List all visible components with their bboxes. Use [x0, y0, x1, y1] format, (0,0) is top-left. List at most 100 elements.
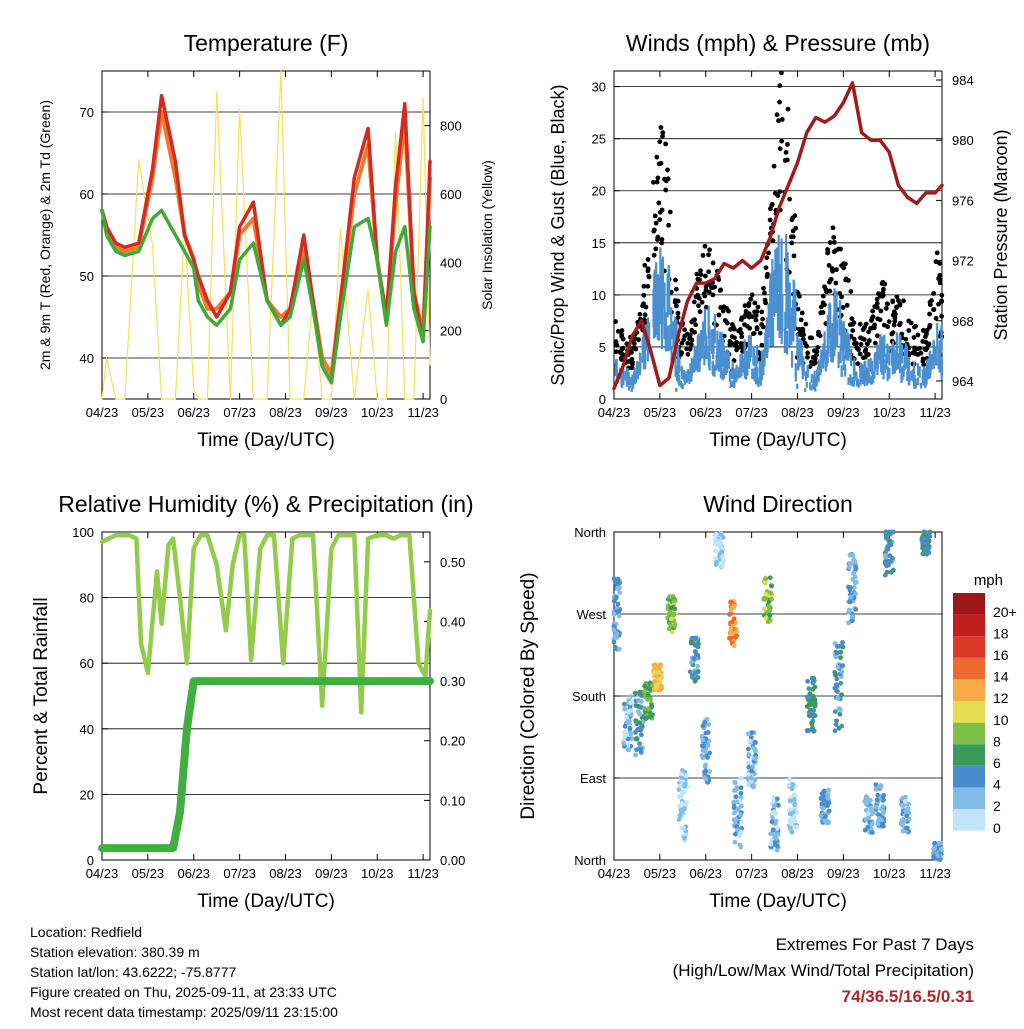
gust-point — [816, 330, 821, 335]
wind-point — [815, 369, 819, 380]
wind-point — [737, 367, 740, 379]
wind-point — [780, 314, 783, 345]
gust-point — [654, 179, 660, 185]
wind-point — [668, 269, 671, 315]
wind-point — [910, 370, 913, 381]
gust-point — [880, 293, 885, 299]
gust-point — [703, 284, 709, 290]
station-elevation: Station elevation: 380.39 m — [30, 944, 200, 960]
y-tick-label-right: 0.20 — [440, 734, 465, 749]
wind-point — [630, 387, 633, 392]
wind-point — [701, 321, 705, 349]
direction-point — [812, 703, 818, 709]
direction-point — [869, 821, 875, 827]
gust-point — [727, 338, 733, 344]
x-tick-label: 11/23 — [919, 405, 951, 420]
direction-point — [635, 698, 641, 703]
x-tick-label: 06/23 — [177, 405, 210, 420]
gust-point — [790, 215, 796, 221]
direction-point — [794, 824, 800, 830]
wind-point — [914, 382, 917, 389]
direction-point — [881, 809, 887, 815]
direction-point — [621, 701, 627, 707]
wind-point — [879, 357, 883, 373]
direction-point — [881, 793, 887, 798]
gust-point — [658, 160, 664, 166]
direction-point — [702, 720, 708, 725]
legend-swatch — [953, 657, 985, 680]
wind-point — [810, 385, 813, 391]
gust-point — [848, 289, 854, 294]
wind-point — [836, 319, 839, 348]
direction-point — [672, 606, 678, 612]
x-tick-label: 08/23 — [269, 405, 302, 420]
chart-title: Relative Humidity (%) & Precipitation (i… — [58, 491, 473, 517]
direction-point — [713, 537, 718, 543]
gust-point — [929, 298, 934, 303]
x-tick-label: 07/23 — [735, 405, 768, 420]
gust-point — [734, 347, 740, 353]
direction-point — [835, 664, 841, 670]
gust-point — [765, 271, 770, 277]
y-tick-label: East — [580, 771, 606, 786]
wind-point — [823, 340, 826, 361]
wind-point — [798, 340, 801, 361]
gust-point — [687, 346, 693, 352]
wind-point — [659, 272, 663, 317]
direction-point — [791, 797, 797, 803]
wind-point — [793, 280, 796, 323]
gust-point — [933, 259, 939, 265]
gust-point — [682, 333, 688, 339]
direction-point — [848, 594, 854, 600]
direction-point — [693, 670, 698, 676]
direction-point — [720, 535, 726, 540]
wind-point — [785, 234, 788, 292]
gust-point — [927, 302, 933, 308]
x-tick-label: 08/23 — [269, 866, 302, 881]
legend-swatch — [953, 614, 985, 637]
gust-point — [691, 299, 697, 305]
direction-point — [840, 640, 845, 645]
direction-point — [900, 828, 906, 834]
gust-point — [659, 237, 665, 242]
wind-point — [661, 283, 664, 325]
gust-point — [731, 326, 737, 332]
gust-point — [833, 280, 839, 286]
direction-point — [840, 663, 846, 668]
gust-point — [748, 296, 754, 302]
gust-point — [672, 299, 678, 305]
wind-point — [794, 289, 797, 328]
gust-point — [709, 285, 714, 291]
gust-point — [658, 125, 664, 130]
series-dewpoint — [100, 208, 432, 385]
direction-point — [703, 730, 709, 736]
direction-point — [808, 698, 814, 704]
direction-point — [819, 801, 825, 807]
gust-point — [924, 345, 930, 351]
gust-point — [657, 217, 663, 223]
wind-point — [701, 336, 704, 359]
gust-point — [883, 306, 889, 311]
gust-point — [830, 225, 836, 231]
direction-point — [853, 591, 859, 597]
wind-point — [804, 388, 807, 392]
direction-point — [693, 677, 698, 683]
direction-point — [621, 741, 627, 746]
gust-point — [776, 118, 781, 124]
direction-point — [669, 611, 675, 617]
wind-point — [919, 382, 923, 389]
wind-point — [740, 364, 743, 377]
direction-point — [713, 533, 719, 538]
wind-points — [614, 234, 944, 392]
direction-point — [617, 580, 622, 586]
direction-point — [787, 811, 793, 817]
wind-point — [759, 378, 763, 386]
direction-point — [924, 540, 930, 546]
wind-point — [670, 307, 673, 340]
direction-point — [745, 746, 751, 752]
wind-point — [928, 351, 931, 369]
gust-point — [785, 142, 790, 147]
wind-point — [907, 356, 911, 372]
gust-point — [798, 317, 804, 323]
